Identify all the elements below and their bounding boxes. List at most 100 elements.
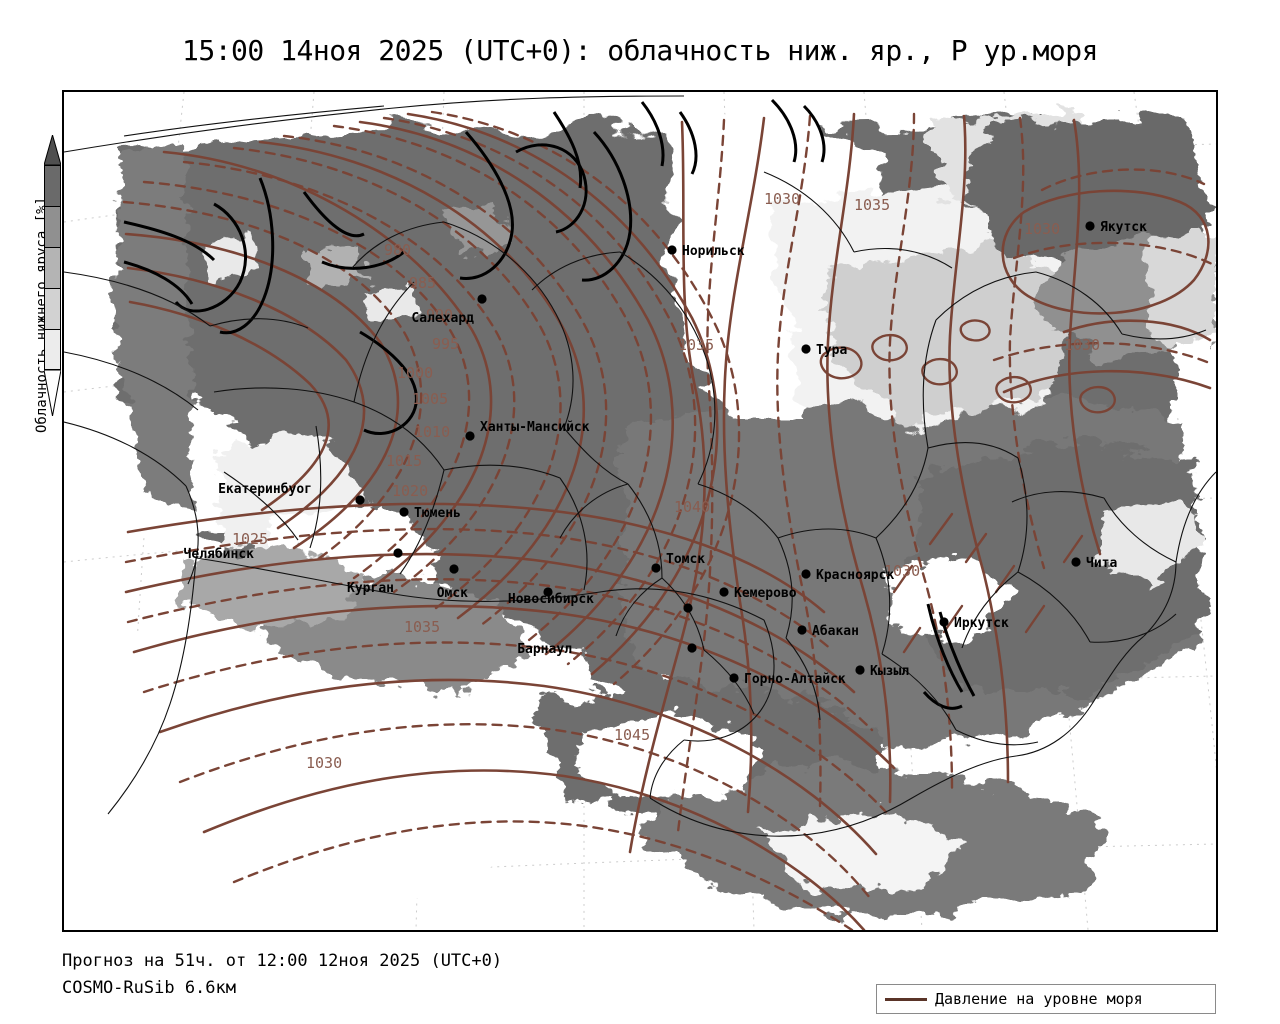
city-marker[interactable]: Кемерово [719, 586, 797, 601]
isobar-label: 1010 [414, 423, 450, 441]
city-dot [687, 643, 697, 653]
city-label: Ханты-Мансийск [480, 420, 590, 435]
city-label: Тюмень [414, 506, 461, 521]
city-dot [465, 431, 475, 441]
colorbar-segment [44, 206, 61, 247]
city-label: Барнаул [517, 642, 572, 657]
forecast-line-2: COSMO-RuSib 6.6км [62, 978, 236, 998]
city-dot [543, 587, 553, 597]
city-dot [939, 617, 949, 627]
isobar-label: 995 [432, 335, 459, 353]
city-label: Екатеринбуог [218, 482, 312, 497]
isobar-labels: 980 985 990 995 1000 1005 1010 1015 1020 1025 1035… [232, 190, 1100, 772]
city-marker[interactable]: Ханты-Мансийск [465, 420, 590, 441]
city-dot [355, 495, 365, 505]
isobar-label: 980 [384, 241, 411, 259]
city-dot [651, 563, 661, 573]
isobar-label: 1005 [412, 390, 448, 408]
city-marker[interactable]: Красноярск [801, 568, 894, 583]
city-marker[interactable]: Курган [347, 564, 459, 596]
city-label: Кызыл [870, 664, 909, 679]
colorbar: Облачность нижнего яруса [%] 9070503010 [0, 133, 81, 555]
isobar-label: 1035 [404, 618, 440, 636]
isobar-label: 1015 [386, 452, 422, 470]
city-marker[interactable]: Чита [1071, 556, 1117, 571]
colorbar-segment [44, 165, 61, 206]
city-label: Новосибирск [508, 592, 594, 607]
map-canvas: 980 985 990 995 1000 1005 1010 1015 1020 1025 1035… [64, 92, 1216, 930]
coastlines [123, 98, 976, 710]
city-label: Томск [666, 552, 705, 567]
city-label: Челябинск [184, 547, 255, 562]
city-marker[interactable]: Новосибирск [508, 592, 693, 613]
city-marker[interactable]: Норильск [667, 244, 745, 259]
city-label: Кемерово [734, 586, 797, 601]
city-label: Омск [437, 586, 468, 601]
city-marker[interactable]: Тюмень [399, 506, 461, 521]
city-label: Норильск [682, 244, 745, 259]
colorbar-top-arrow [43, 133, 62, 166]
city-label: Якутск [1100, 220, 1147, 235]
colorbar-segment [44, 247, 61, 288]
isobar-label: 1030 [884, 562, 920, 580]
isobar-label: 1040 [674, 498, 710, 516]
colorbar-bottom-arrow [43, 369, 62, 417]
city-dot [801, 569, 811, 579]
isobar-label: 1020 [392, 482, 428, 500]
isobar-label: 990 [426, 306, 453, 324]
isobar-label: 1000 [397, 364, 433, 382]
forecast-info: Прогноз на 51ч. от 12:00 12ноя 2025 (UTC… [62, 948, 502, 1002]
city-label: Чита [1086, 556, 1117, 571]
city-label: Салехард [411, 311, 474, 326]
colorbar-segment [44, 288, 61, 329]
city-dot [477, 294, 487, 304]
city-marker[interactable]: Екатеринбуог [218, 482, 365, 505]
isobar-label: 1045 [614, 726, 650, 744]
city-marker[interactable]: Иркутск [939, 616, 1009, 631]
city-marker[interactable]: Томск [651, 552, 705, 573]
city-label: Красноярск [816, 568, 894, 583]
admin-borders [64, 95, 1216, 837]
colorbar-segment [44, 329, 61, 370]
isobar-label: 1030 [1024, 220, 1060, 238]
pressure-legend: Давление на уровне моря [876, 984, 1216, 1014]
city-layer: Якутск Норильск Салехард Тура Ханты-Мансийск… [184, 220, 1148, 687]
city-dot [797, 625, 807, 635]
city-marker[interactable]: Омск [437, 586, 553, 601]
city-marker[interactable]: Горно-Алтайск [729, 672, 846, 687]
city-dot [1085, 221, 1095, 231]
city-marker[interactable]: Челябинск [184, 547, 403, 562]
isobars [122, 110, 1214, 930]
isobar-label: 1035 [678, 336, 714, 354]
city-dot [449, 564, 459, 574]
pressure-legend-label: Давление на уровне моря [935, 990, 1143, 1008]
city-label: Тура [816, 343, 847, 358]
city-marker[interactable]: Барнаул [517, 642, 697, 657]
colorbar-scale: 9070503010 [43, 133, 81, 417]
pressure-line-swatch [885, 997, 927, 1001]
city-dot [399, 507, 409, 517]
city-dot [393, 548, 403, 558]
city-marker[interactable]: Салехард [411, 294, 487, 326]
city-marker[interactable]: Абакан [797, 624, 859, 639]
forecast-line-1: Прогноз на 51ч. от 12:00 12ноя 2025 (UTC… [62, 951, 503, 971]
city-dot [855, 665, 865, 675]
weather-map[interactable]: 980 985 990 995 1000 1005 1010 1015 1020 1025 1035… [62, 90, 1218, 932]
city-dot [801, 344, 811, 354]
isobar-label: 985 [409, 274, 436, 292]
city-dot [667, 245, 677, 255]
isobar-label: 1025 [232, 530, 268, 548]
city-dot [729, 673, 739, 683]
city-label: Курган [347, 581, 394, 596]
isobar-label: 1030 [764, 190, 800, 208]
isobar-label: 1035 [854, 196, 890, 214]
city-label: Горно-Алтайск [744, 672, 846, 687]
city-label: Абакан [812, 624, 859, 639]
city-marker[interactable]: Кызыл [855, 664, 909, 679]
city-marker[interactable]: Якутск [1085, 220, 1147, 235]
city-dot [719, 587, 729, 597]
page-title: 15:00 14ноя 2025 (UTC+0): облачность ниж… [181, 34, 1099, 67]
city-marker[interactable]: Тура [801, 343, 847, 358]
city-label: Иркутск [954, 616, 1009, 631]
city-dot [683, 603, 693, 613]
